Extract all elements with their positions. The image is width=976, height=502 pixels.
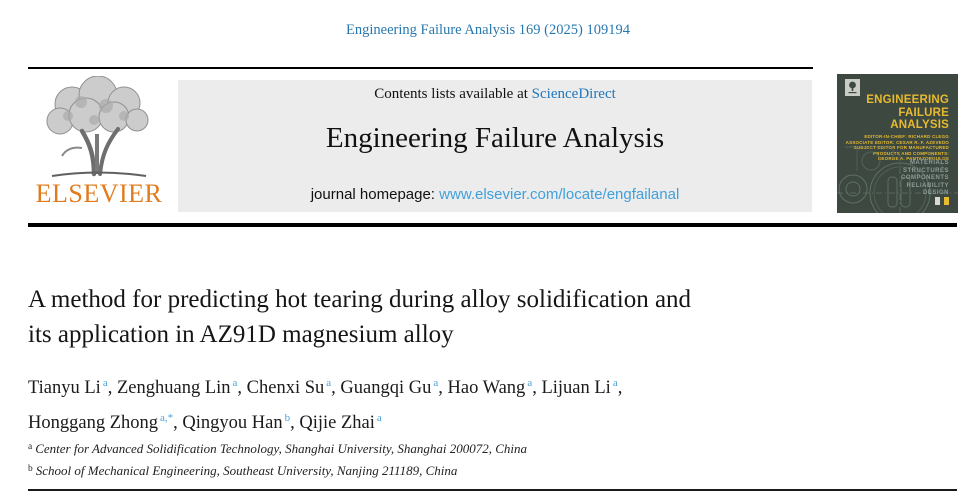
affiliation-sup: a xyxy=(28,442,33,452)
header-divider xyxy=(28,223,957,227)
contents-line: Contents lists available at ScienceDirec… xyxy=(178,86,812,103)
journal-cover-thumbnail[interactable]: ENGINEERING FAILURE ANALYSIS EDITOR-IN-CHI… xyxy=(837,74,958,213)
affiliation-text: School of Mechanical Engineering, Southe… xyxy=(35,463,458,478)
author-affiliation-sup: a xyxy=(102,377,108,389)
cover-editor-line: GEORGE A. PANTAZOPOULOS xyxy=(877,156,949,161)
cover-title-line: FAILURE xyxy=(898,106,949,119)
author-affiliation-sup: a xyxy=(376,412,382,424)
cover-keyword-line: RELIABILITY xyxy=(906,182,949,189)
journal-citation-link[interactable]: Engineering Failure Analysis 169 (2025) … xyxy=(346,22,630,38)
author-line: Honggang Zhong a,*, Qingyou Han b, Qijie Z… xyxy=(28,412,382,433)
author-name: Hao Wang xyxy=(447,378,526,398)
affiliation-list: a Center for Advanced Solidification Tech… xyxy=(28,439,858,483)
cover-title-line: ENGINEERING xyxy=(866,94,949,106)
homepage-line: journal homepage: www.elsevier.com/locat… xyxy=(178,186,812,203)
author-name: Lijuan Li xyxy=(541,378,611,398)
article-title-line2: its application in AZ91D magnesium alloy xyxy=(28,321,454,348)
cover-editor-line: SUBJECT EDITOR FOR MANUFACTURED xyxy=(853,145,949,150)
author-affiliation-sup: b xyxy=(284,412,291,424)
cover-editor-line: PRODUCTS AND COMPONENTS: xyxy=(873,150,949,156)
author-line: Tianyu Li a, Zenghuang Lin a, Chenxi Su a, … xyxy=(28,377,623,398)
cover-keyword-line: STRUCTURES xyxy=(902,167,949,174)
author-name: Chenxi Su xyxy=(246,378,325,398)
affiliation-line: a Center for Advanced Solidification Tech… xyxy=(28,439,858,461)
elsevier-logo[interactable]: ELSEVIER xyxy=(28,74,170,214)
cover-keyword-line: DESIGN xyxy=(922,190,949,196)
homepage-prefix: journal homepage: xyxy=(310,186,440,203)
affiliation-sup: b xyxy=(28,464,33,474)
cover-barcode-marks xyxy=(935,197,949,205)
author-list: Tianyu Li a, Zenghuang Lin a, Chenxi Su a, … xyxy=(28,372,858,442)
author-name: Tianyu Li xyxy=(28,378,101,398)
author-name: Guangqi Gu xyxy=(340,378,432,398)
affiliation-text: Center for Advanced Solidification Techn… xyxy=(35,441,528,456)
author-affiliation-sup: a xyxy=(433,377,439,389)
journal-title: Engineering Failure Analysis xyxy=(325,122,665,154)
elsevier-tree-icon xyxy=(46,76,149,177)
author-affiliation-sup: a xyxy=(326,377,332,389)
cover-keywords: MATERIALS STRUCTURES COMPONENTS RELIABILITY… xyxy=(901,160,949,198)
sciencedirect-link[interactable]: ScienceDirect xyxy=(531,86,616,102)
author-affiliation-sup: a xyxy=(527,377,533,389)
journal-header-box: Contents lists available at ScienceDirec… xyxy=(178,80,812,212)
article-title-line1: A method for predicting hot tearing duri… xyxy=(28,286,692,313)
cover-keyword-line: MATERIALS xyxy=(909,160,949,166)
author-name: Qingyou Han xyxy=(182,413,283,433)
cover-title: ENGINEERING FAILURE ANALYSIS xyxy=(866,94,949,132)
author-name: Honggang Zhong xyxy=(28,413,158,433)
author-name: Zenghuang Lin xyxy=(116,378,231,398)
article-title: A method for predicting hot tearing duri… xyxy=(28,282,858,352)
affiliation-line: b School of Mechanical Engineering, South… xyxy=(28,461,858,483)
cover-editors-text: EDITOR-IN-CHIEF: RICHARD CLEGG ASSOCIATE … xyxy=(846,134,949,162)
cover-engineering-drawing-icon xyxy=(837,146,958,213)
author-affiliation-sup: a xyxy=(612,377,618,389)
contents-prefix: Contents lists available at xyxy=(374,86,532,102)
author-affiliation-sup: a,* xyxy=(160,412,174,424)
cover-keyword-line: COMPONENTS xyxy=(900,175,949,181)
author-name: Qijie Zhai xyxy=(299,413,375,433)
cover-title-line: ANALYSIS xyxy=(890,119,949,131)
elsevier-wordmark: ELSEVIER xyxy=(35,179,163,208)
cover-editor-line: ASSOCIATE EDITOR: CESAR R. F. AZEVEDO xyxy=(845,139,949,145)
top-rule xyxy=(28,67,813,69)
journal-homepage-link[interactable]: www.elsevier.com/locate/engfailanal xyxy=(439,186,680,203)
author-affiliation-sup: a xyxy=(232,377,238,389)
cover-editor-line: EDITOR-IN-CHIEF: RICHARD CLEGG xyxy=(864,134,949,139)
bottom-rule xyxy=(28,489,957,491)
cover-elsevier-mark-icon xyxy=(845,79,860,96)
